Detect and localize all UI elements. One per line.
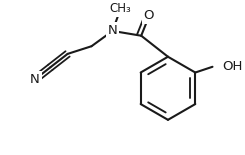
Text: CH₃: CH₃ xyxy=(109,2,131,16)
Text: O: O xyxy=(144,9,154,22)
Text: N: N xyxy=(108,24,117,38)
Text: N: N xyxy=(30,73,40,86)
Text: OH: OH xyxy=(222,60,242,73)
